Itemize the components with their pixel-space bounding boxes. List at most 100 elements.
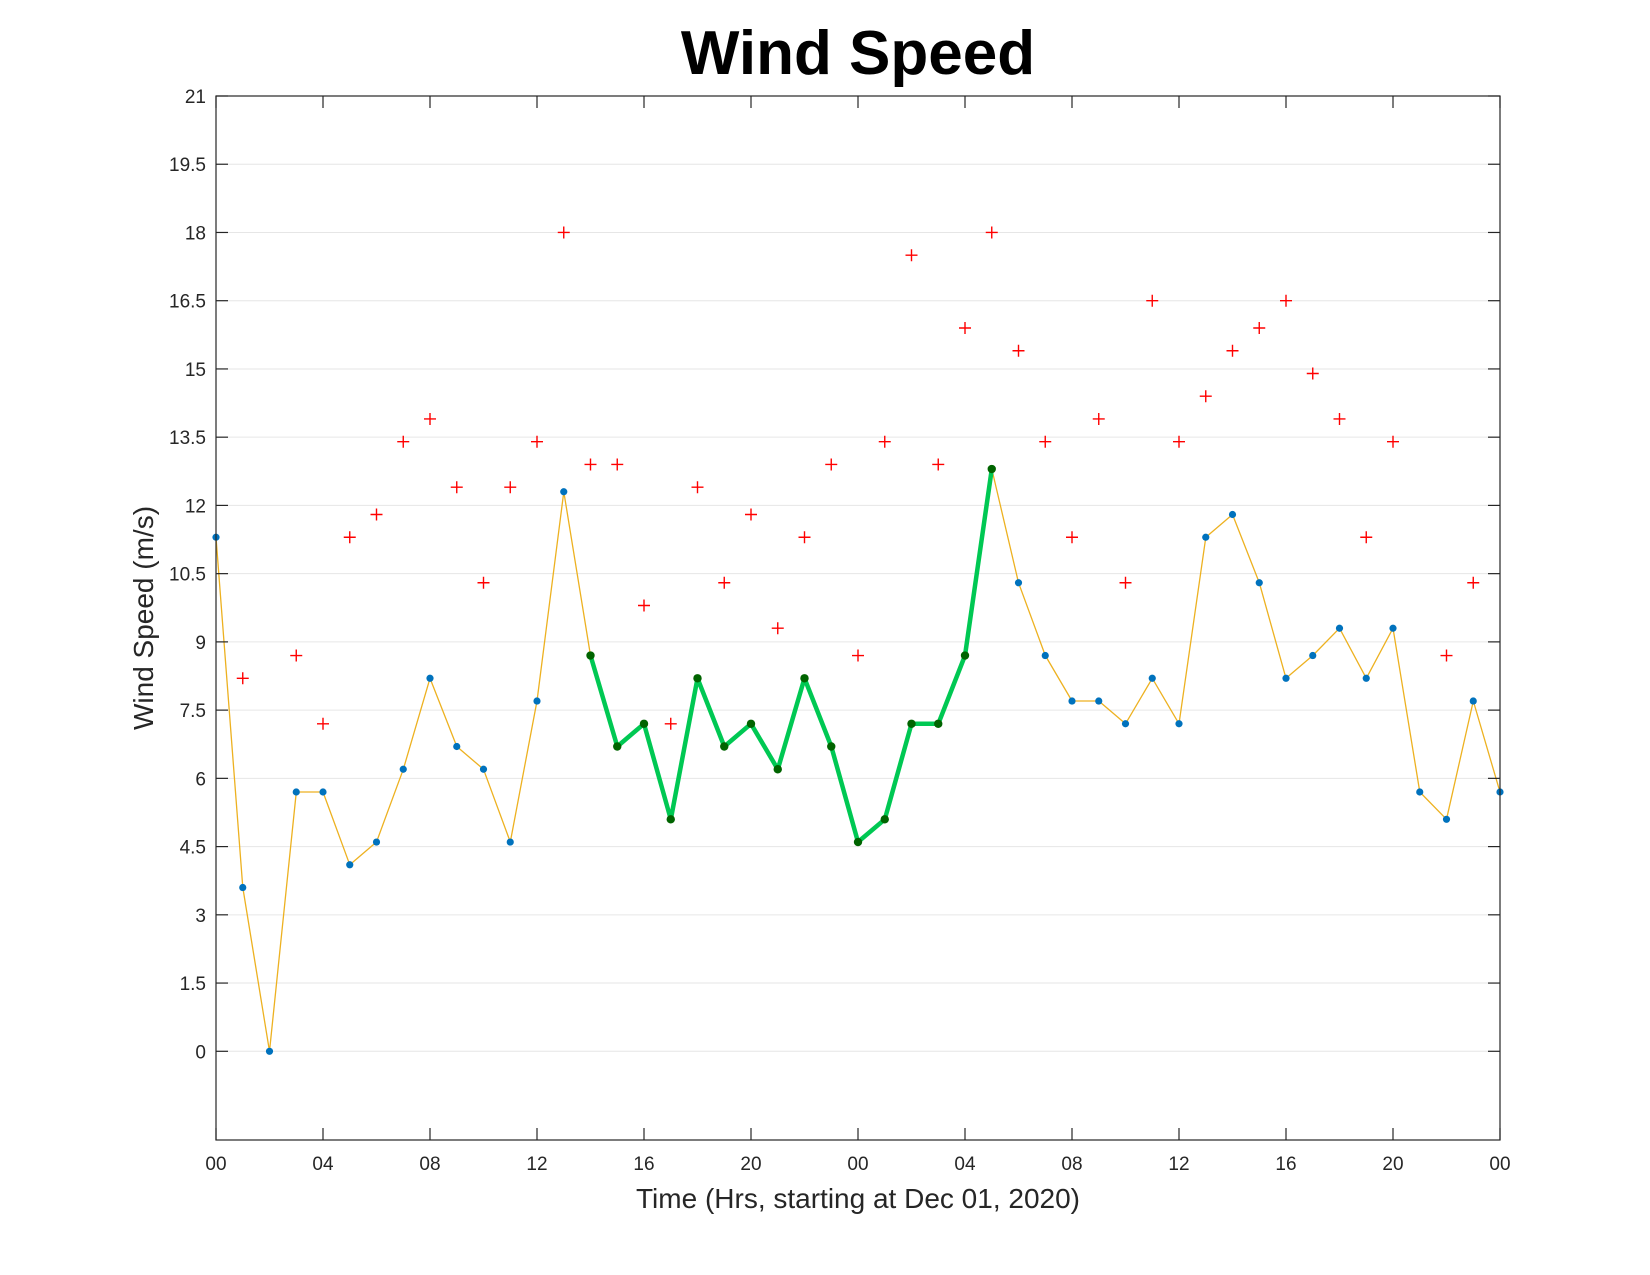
data-point [506, 838, 514, 846]
data-point [773, 765, 782, 774]
plus-marker [1467, 576, 1480, 589]
x-tick-label: 04 [312, 1154, 334, 1175]
plus-marker [905, 249, 918, 262]
y-tick-label: 6 [195, 769, 206, 790]
plus-marker [1199, 390, 1212, 403]
chart-title: Wind Speed [681, 19, 1035, 88]
plus-marker [1333, 412, 1346, 425]
plus-marker [424, 412, 436, 425]
plus-marker [611, 458, 624, 471]
plus-marker [825, 458, 838, 471]
plus-marker [1119, 576, 1132, 589]
plus-marker [1146, 294, 1159, 307]
x-tick-label: 12 [1168, 1154, 1189, 1175]
plus-marker [343, 531, 356, 544]
plus-marker [718, 576, 731, 589]
axis-ticks: 0 1.5 3 4.5 6 7.5 9 10.5 12 13.5 15 16.5 18 19.5 21 00 0… [169, 87, 1511, 1175]
x-axis-label: Time (Hrs, starting at Dec 01, 2020) [636, 1183, 1080, 1214]
plus-marker [1280, 294, 1292, 307]
plus-marker [317, 717, 329, 730]
plus-marker [1066, 531, 1078, 544]
data-point [1068, 697, 1076, 705]
y-tick-label: 15 [185, 360, 206, 381]
plus-marker [557, 226, 570, 239]
data-point [827, 742, 836, 751]
plus-marker [1306, 367, 1319, 380]
plus-marker [1440, 649, 1453, 662]
data-point [1095, 697, 1103, 705]
plus-marker [664, 717, 677, 730]
data-point [560, 488, 568, 496]
data-point [319, 788, 327, 796]
data-point [746, 719, 756, 728]
y-tick-label: 18 [185, 223, 206, 244]
plus-marker [1173, 435, 1185, 448]
plus-marker [745, 508, 757, 521]
data-point [934, 719, 943, 728]
data-point [1228, 510, 1237, 519]
plus-marker [290, 649, 303, 662]
data-point [372, 838, 381, 846]
y-tick-label: 12 [185, 496, 206, 517]
data-point [666, 815, 675, 824]
plus-marker [1039, 435, 1052, 448]
series-highlight-segment [586, 464, 996, 847]
x-tick-label: 20 [1382, 1154, 1403, 1175]
plus-marker [878, 435, 891, 448]
grid-lines [216, 95, 1500, 1052]
data-point [292, 788, 300, 796]
data-point [1442, 815, 1451, 823]
plus-marker [397, 435, 410, 448]
plus-marker [798, 531, 811, 544]
data-point [1282, 674, 1290, 682]
data-point [613, 742, 622, 751]
y-tick-label: 13.5 [169, 428, 206, 449]
y-tick-label: 0 [195, 1042, 206, 1063]
data-point [1335, 624, 1344, 632]
data-point [800, 674, 809, 683]
data-point [426, 674, 434, 682]
series-line-highlight-segment [588, 466, 995, 845]
x-tick-label: 20 [740, 1154, 761, 1175]
plus-marker [852, 649, 864, 662]
data-point [1309, 651, 1317, 660]
y-axis-label: Wind Speed (m/s) [128, 506, 159, 730]
data-point [346, 861, 354, 869]
data-point [1148, 674, 1156, 682]
data-point [239, 883, 247, 892]
plus-marker [1253, 322, 1266, 334]
data-point [1175, 720, 1183, 728]
data-point [720, 742, 729, 751]
x-tick-label: 16 [1275, 1154, 1296, 1175]
x-tick-label: 00 [1489, 1154, 1510, 1175]
plus-marker [1387, 435, 1399, 448]
data-point [1014, 579, 1023, 587]
plus-marker [504, 481, 517, 494]
series-line-with-dots [212, 465, 1504, 1055]
data-point [960, 651, 970, 660]
data-point [453, 742, 461, 751]
y-tick-label: 19.5 [169, 155, 206, 176]
data-point [586, 651, 595, 660]
data-point [1255, 579, 1263, 587]
series-layer [212, 226, 1504, 1055]
plus-marker [985, 226, 998, 239]
plus-marker [638, 599, 650, 612]
plus-marker [1226, 344, 1239, 357]
data-point [533, 697, 541, 705]
data-point [639, 719, 649, 728]
plus-marker [531, 435, 543, 448]
y-tick-label: 7.5 [180, 701, 206, 722]
series-plus-markers [236, 226, 1480, 730]
plus-marker [370, 508, 383, 521]
data-point [1041, 651, 1049, 660]
x-tick-label: 04 [954, 1154, 976, 1175]
y-tick-label: 10.5 [169, 565, 206, 586]
plus-marker [1092, 412, 1105, 425]
data-point [693, 674, 702, 683]
x-tick-label: 16 [633, 1154, 654, 1175]
y-tick-label: 1.5 [180, 974, 206, 995]
x-tick-label: 00 [847, 1154, 868, 1175]
x-tick-label: 08 [1061, 1154, 1082, 1175]
plus-marker [959, 322, 971, 334]
